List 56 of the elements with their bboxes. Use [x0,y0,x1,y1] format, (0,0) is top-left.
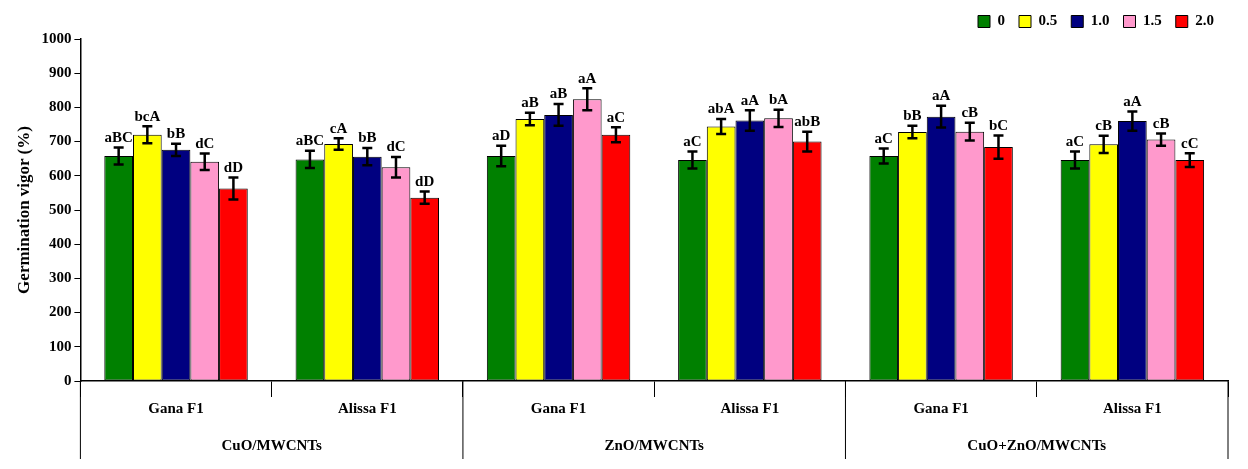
data-label: aA [931,87,951,104]
y-tick-label: 1000 [41,29,72,46]
data-label: bB [166,125,186,142]
data-label: aC [874,129,893,146]
legend-label: 1.5 [1143,12,1162,29]
y-tick-label: 500 [48,200,72,217]
data-label: cB [1152,114,1170,131]
data-label: abB [794,113,821,130]
data-label: dC [195,134,215,151]
data-label: aA [578,69,597,86]
y-tick-label: 600 [48,166,72,183]
x-tick-label: Alissa F1 [337,399,397,416]
y-tick-label: 300 [48,269,72,286]
data-label: aBC [295,132,325,149]
data-label: bC [988,116,1009,133]
data-label: aD [492,127,511,144]
data-label: bcA [134,107,161,124]
data-label: dD [223,158,244,175]
text: CuO+ZnO/MWCNTs [967,436,1107,453]
y-tick-label: 800 [48,98,72,115]
x-tick-label: Alissa F1 [1102,399,1162,416]
data-label: aB [521,94,539,111]
y-tick-label: 0 [63,371,72,388]
y-tick-label: 700 [48,132,72,149]
data-label: bB [903,107,922,124]
x-tick-label: Alissa F1 [720,399,780,416]
legend-label: 2.0 [1195,12,1214,29]
data-label: aA [740,91,760,108]
data-label: aA [1123,92,1142,109]
data-label: aB [549,85,568,102]
y-axis-title: Germination vigor (%) [13,126,33,294]
x-tick-label: Gana F1 [148,399,204,416]
x-tick-label: Gana F1 [913,399,969,416]
text: ZnO/MWCNTs [604,436,705,453]
data-label: dC [386,138,406,155]
data-label: aC [683,132,702,149]
data-label: cA [329,119,348,136]
legend-label: 0.5 [1038,12,1058,29]
data-label: cC [1181,134,1199,151]
data-label: dD [415,172,435,189]
data-label: bB [358,129,377,146]
y-tick-label: 400 [48,235,72,252]
y-tick-label: 900 [48,64,72,81]
y-tick-label: 200 [48,303,72,320]
data-label: aC [1065,132,1085,149]
data-label: aC [606,108,626,125]
legend-label: 1.0 [1090,12,1110,29]
x-tick-label: Gana F1 [530,399,587,416]
y-tick-label: 100 [48,337,72,354]
data-label: abA [707,100,735,117]
text: CuO/MWCNTs [221,436,322,453]
legend-label: 0 [997,12,1005,29]
data-label: cB [961,104,979,121]
data-label: bA [768,91,789,108]
data-label: aBC [104,128,133,145]
data-label: cB [1095,117,1113,134]
